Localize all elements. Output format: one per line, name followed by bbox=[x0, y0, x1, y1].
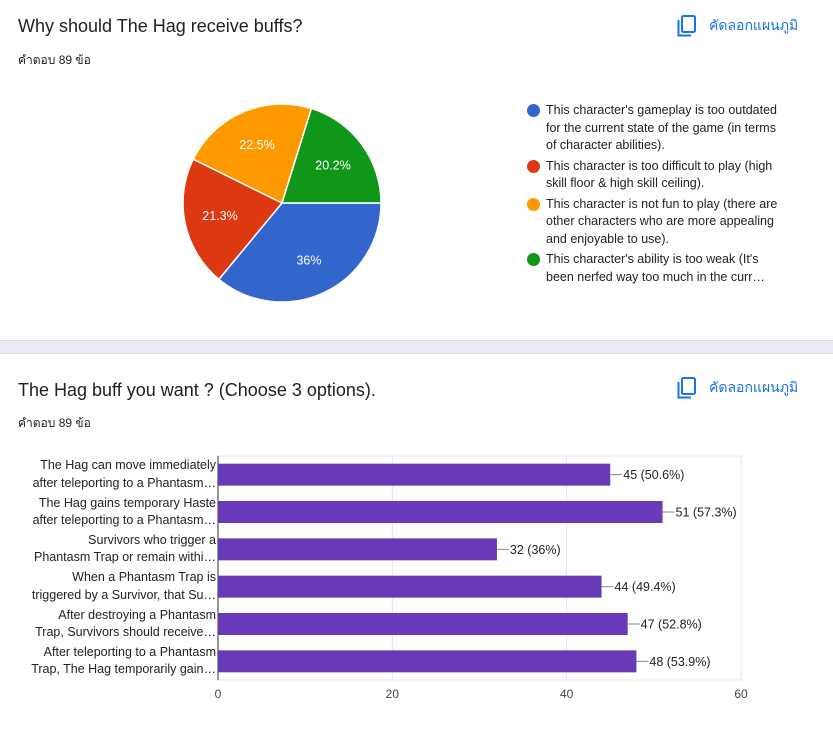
legend-dot-orange bbox=[527, 197, 540, 211]
copy-icon bbox=[677, 377, 696, 399]
bar[interactable] bbox=[218, 538, 497, 561]
pie-slice-green[interactable] bbox=[280, 107, 382, 204]
question-card-1: Why should The Hag receive buffs? คำตอบ … bbox=[0, 0, 833, 340]
copy-chart-label: คัดลอกแผนภูมิ bbox=[709, 17, 799, 33]
response-count: คำตอบ 89 ข้อ bbox=[18, 416, 91, 430]
legend-label: This character's ability is too weak (It… bbox=[546, 252, 765, 284]
bar[interactable] bbox=[218, 501, 663, 523]
copy-chart-label: คัดลอกแผนภูมิ bbox=[709, 379, 799, 395]
legend-dot-blue bbox=[527, 104, 540, 117]
bar-value-label: 44 (49.4%) bbox=[615, 580, 676, 594]
copy-chart-button[interactable]: คัดลอกแผนภูมิ bbox=[677, 377, 798, 399]
legend-label: This character is too difficult to play … bbox=[546, 158, 773, 191]
legend-item[interactable]: This character is not fun to play (there… bbox=[527, 196, 787, 249]
bar[interactable] bbox=[218, 650, 637, 673]
copy-chart-button[interactable]: คัดลอกแผนภูมิ bbox=[677, 15, 798, 37]
question-title: The Hag buff you want ? (Choose 3 option… bbox=[18, 380, 376, 400]
legend-item[interactable]: This character's gameplay is too outdate… bbox=[527, 102, 787, 155]
bar-value-label: 45 (50.6%) bbox=[623, 468, 684, 482]
bar[interactable] bbox=[218, 575, 602, 598]
copy-icon bbox=[677, 15, 696, 37]
legend-item[interactable]: This character is too difficult to play … bbox=[527, 158, 787, 193]
response-count: คำตอบ 89 ข้อ bbox=[18, 53, 91, 67]
legend-item[interactable]: This character's ability is too weak (It… bbox=[527, 251, 787, 286]
bar-chart: 45 (50.6%) 51 (57.3%) 32 (36%) 44 (49.4%) 47… bbox=[215, 455, 748, 701]
x-tick-label: 0 bbox=[215, 687, 222, 701]
pie-slice-label: 21.3% bbox=[202, 209, 237, 223]
bar[interactable] bbox=[218, 613, 628, 635]
bar-value-label: 48 (53.9%) bbox=[649, 655, 710, 669]
pie-slice-label: 36% bbox=[296, 253, 321, 267]
question-card-2: The Hag buff you want ? (Choose 3 option… bbox=[0, 354, 833, 740]
pie-slice-blue[interactable] bbox=[217, 202, 382, 303]
pie-chart: 36% 21.3% 22.5% 20.2% bbox=[182, 103, 382, 303]
x-tick-label: 60 bbox=[734, 687, 748, 701]
legend-label: This character's gameplay is too outdate… bbox=[546, 103, 777, 152]
bar-value-label: 51 (57.3%) bbox=[676, 506, 737, 520]
plot-frame bbox=[217, 455, 742, 681]
pie-slice-label: 22.5% bbox=[239, 138, 274, 152]
question-title: Why should The Hag receive buffs? bbox=[18, 16, 303, 36]
pie-slice-label: 20.2% bbox=[315, 158, 350, 172]
pie-slice-red[interactable] bbox=[182, 158, 284, 281]
x-tick-label: 20 bbox=[386, 687, 400, 701]
legend-label: This character is not fun to play (there… bbox=[546, 196, 778, 246]
pie-legend: This character's gameplay is too outdate… bbox=[527, 102, 787, 289]
pie-slice-orange[interactable] bbox=[192, 103, 313, 205]
legend-dot-green bbox=[527, 253, 540, 266]
bar-value-label: 32 (36%) bbox=[510, 543, 561, 557]
bar-value-label: 47 (52.8%) bbox=[641, 618, 702, 632]
legend-dot-red bbox=[527, 159, 540, 173]
card-divider bbox=[0, 340, 833, 354]
bar[interactable] bbox=[218, 463, 611, 486]
x-tick-label: 40 bbox=[560, 687, 574, 701]
